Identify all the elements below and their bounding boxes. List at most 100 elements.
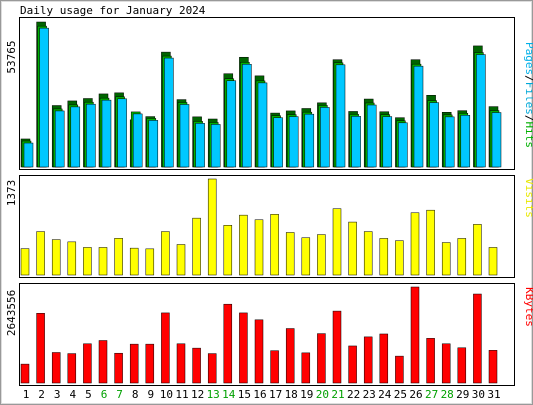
kbytes-bar xyxy=(207,353,217,384)
kbytes-bars-group xyxy=(20,286,498,384)
visits-bar xyxy=(395,240,404,276)
pages-bar xyxy=(70,106,81,168)
pages-bar xyxy=(195,123,205,168)
kbytes-bar xyxy=(441,343,451,384)
visits-bar xyxy=(332,208,342,276)
x-tick-label: 30 xyxy=(472,388,485,401)
visits-bar xyxy=(473,224,482,276)
kbytes-bar xyxy=(192,347,201,384)
x-tick-label: 11 xyxy=(175,388,188,401)
kbytes-bar xyxy=(254,319,264,384)
visits-bar xyxy=(161,231,170,276)
kbytes-bar xyxy=(145,343,155,384)
x-tick-label: 7 xyxy=(116,388,123,401)
kbytes-bar xyxy=(301,352,311,384)
hits-ymax-label: 53765 xyxy=(5,40,18,73)
pages-bar xyxy=(54,110,65,168)
visits-bar xyxy=(36,231,45,276)
chart-title: Daily usage for January 2024 xyxy=(20,4,206,17)
x-tick-label: 25 xyxy=(394,388,407,401)
x-tick-label: 6 xyxy=(101,388,108,401)
pages-bar xyxy=(491,112,502,168)
x-tick-label: 10 xyxy=(160,388,173,401)
x-tick-label: 22 xyxy=(347,388,360,401)
pages-bar xyxy=(179,104,190,168)
visits-bar xyxy=(129,247,139,276)
kbytes-bar xyxy=(379,333,389,384)
x-tick-label: 21 xyxy=(331,388,344,401)
pages-bar xyxy=(226,80,237,168)
kbytes-bar xyxy=(36,313,45,384)
visits-ymax-label: 1373 xyxy=(5,180,18,207)
kbytes-bar xyxy=(410,286,420,384)
pages-bar xyxy=(210,124,221,168)
x-tick-label: 17 xyxy=(269,388,282,401)
x-tick-label: 3 xyxy=(54,388,61,401)
hits-bars-group xyxy=(20,21,502,168)
kbytes-bar xyxy=(426,338,435,384)
visits-bar xyxy=(67,241,77,276)
legend-sep-2: / xyxy=(523,115,533,122)
x-tick-label: 18 xyxy=(285,388,298,401)
pages-bar xyxy=(476,54,486,168)
visits-bars-group xyxy=(20,178,498,276)
pages-bar xyxy=(366,104,377,168)
x-tick-label: 16 xyxy=(253,388,266,401)
visits-bar xyxy=(254,219,264,276)
pages-bar xyxy=(429,102,439,168)
panel-hits-frame xyxy=(19,17,515,170)
panel-visits-frame xyxy=(19,175,515,278)
visits-bar xyxy=(239,214,248,276)
pages-bar xyxy=(351,116,361,168)
kbytes-bar xyxy=(488,350,498,384)
kbytes-bar xyxy=(20,363,30,384)
pages-bar xyxy=(288,116,299,168)
x-tick-label: 29 xyxy=(456,388,469,401)
visits-bar xyxy=(363,231,373,276)
x-tick-label: 5 xyxy=(85,388,92,401)
kbytes-bar xyxy=(239,312,248,384)
kbytes-bar xyxy=(285,328,295,384)
x-tick-label: 20 xyxy=(316,388,329,401)
visits-bar xyxy=(20,248,30,276)
legend-hits: Hits xyxy=(523,122,533,149)
visits-bar xyxy=(379,238,389,276)
x-tick-label: 1 xyxy=(23,388,30,401)
visits-bar xyxy=(207,178,217,276)
visits-bar xyxy=(301,237,311,276)
pages-bar xyxy=(382,116,393,168)
kbytes-bar xyxy=(114,352,123,384)
pages-bar xyxy=(164,57,174,168)
pages-bar xyxy=(335,64,346,168)
kbytes-bar xyxy=(98,340,108,384)
pages-bar xyxy=(39,27,49,168)
visits-bar xyxy=(441,242,451,276)
x-tick-label: 8 xyxy=(132,388,139,401)
visits-bar xyxy=(457,238,467,276)
x-tick-label: 4 xyxy=(69,388,76,401)
visits-bar xyxy=(317,234,326,276)
pages-bar xyxy=(273,117,283,168)
kbytes-bar xyxy=(223,303,233,384)
visits-bar xyxy=(51,239,61,276)
x-tick-label: 27 xyxy=(425,388,438,401)
kbytes-ymax-label: 2643556 xyxy=(5,290,18,336)
kbytes-bar xyxy=(129,343,139,384)
x-tick-label: 14 xyxy=(222,388,236,401)
visits-bar xyxy=(192,217,201,276)
legend-sep-1: / xyxy=(523,75,533,82)
kbytes-bar xyxy=(348,345,357,384)
visits-bar xyxy=(223,225,233,276)
pages-bar xyxy=(444,116,455,168)
pages-bar xyxy=(101,99,112,168)
x-tick-label: 15 xyxy=(238,388,251,401)
x-tick-label: 28 xyxy=(441,388,454,401)
legend-hits-panel: Pages/Files/Hits xyxy=(523,42,533,148)
x-tick-label: 26 xyxy=(409,388,422,401)
x-tick-label: 12 xyxy=(191,388,204,401)
visits-bar xyxy=(98,247,108,276)
x-axis-labels: 1 2 3 4 5 6 7 8 9 10 11 12 13 14 15 16 17 18 19 20 21 22 23 24 2… xyxy=(23,388,501,401)
